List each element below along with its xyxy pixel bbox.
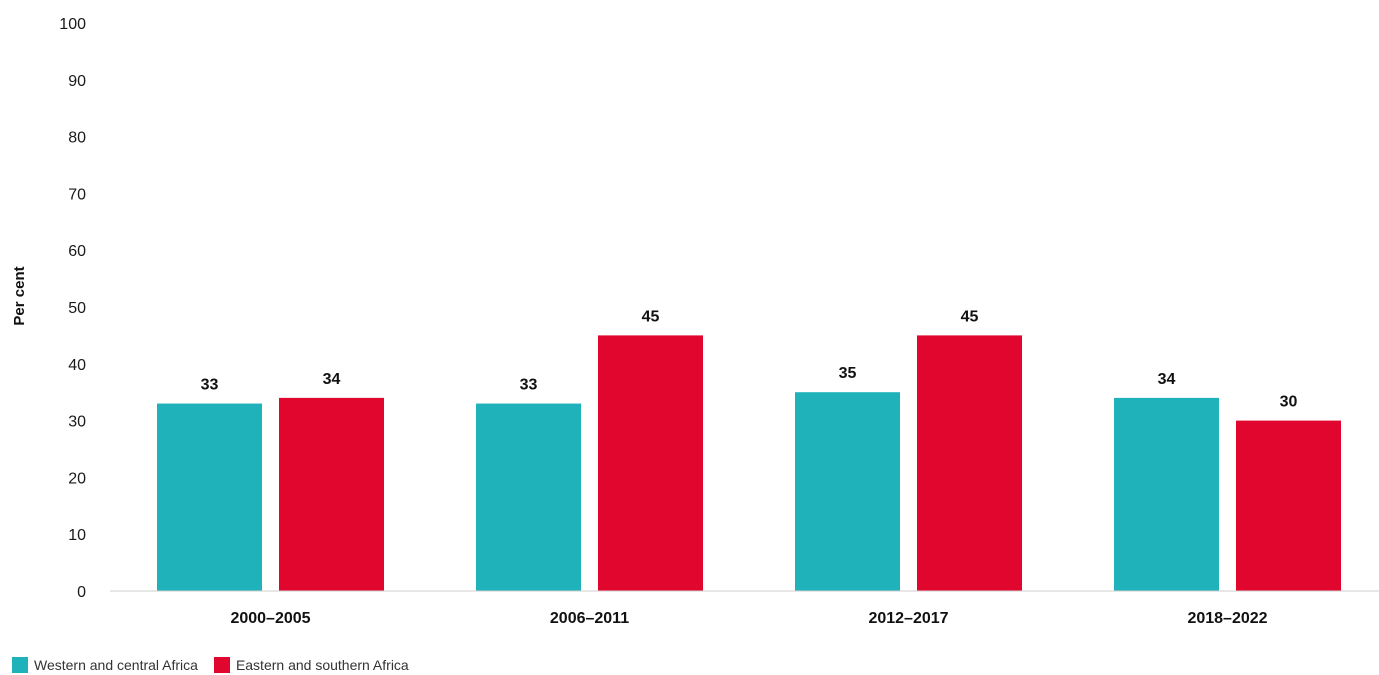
bars xyxy=(157,335,1341,591)
y-tick-label: 80 xyxy=(68,130,86,147)
legend-label-western-central: Western and central Africa xyxy=(34,657,198,673)
data-label: 34 xyxy=(323,371,341,388)
y-tick-label: 20 xyxy=(68,470,86,487)
data-label: 45 xyxy=(642,308,660,325)
x-tick-label: 2000–2005 xyxy=(230,610,310,627)
data-label: 34 xyxy=(1158,371,1176,388)
data-label: 33 xyxy=(520,377,538,394)
bar xyxy=(279,397,384,591)
data-label: 33 xyxy=(201,377,219,394)
data-label: 30 xyxy=(1280,394,1298,411)
legend-item-western-central: Western and central Africa xyxy=(12,657,198,673)
legend-swatch-western-central xyxy=(12,657,28,673)
legend: Western and central Africa Eastern and s… xyxy=(12,657,425,673)
y-tick-label: 40 xyxy=(68,357,86,374)
bar xyxy=(1114,397,1219,591)
bar xyxy=(476,403,581,591)
y-tick-label: 100 xyxy=(59,16,86,33)
y-tick-label: 60 xyxy=(68,243,86,260)
bar-chart: 0 10 20 30 40 50 60 70 80 90 100 Per cent 2000–200… xyxy=(11,16,1379,627)
legend-item-eastern-southern: Eastern and southern Africa xyxy=(213,657,409,673)
data-label: 35 xyxy=(839,365,857,382)
data-label: 45 xyxy=(961,308,979,325)
y-axis-title: Per cent xyxy=(11,266,28,325)
bar xyxy=(917,335,1022,591)
x-tick-label: 2018–2022 xyxy=(1187,610,1267,627)
legend-label-eastern-southern: Eastern and southern Africa xyxy=(235,657,409,673)
y-tick-label: 70 xyxy=(68,186,86,203)
y-tick-label: 90 xyxy=(68,73,86,90)
bar xyxy=(598,335,703,591)
y-tick-label: 0 xyxy=(77,584,86,601)
bar xyxy=(1236,420,1341,591)
x-tick-label: 2012–2017 xyxy=(868,610,948,627)
y-tick-label: 10 xyxy=(68,527,86,544)
legend-swatch-eastern-southern xyxy=(213,657,230,673)
bar xyxy=(157,403,262,591)
data-labels: 33 34 33 45 35 45 34 30 xyxy=(201,308,1298,410)
x-tick-label: 2006–2011 xyxy=(550,610,629,627)
category-labels: 2000–2005 2006–2011 2012–2017 2018–2022 xyxy=(230,610,1267,627)
y-axis-ticks: 0 10 20 30 40 50 60 70 80 90 100 xyxy=(59,16,86,601)
y-tick-label: 30 xyxy=(68,414,86,431)
y-tick-label: 50 xyxy=(68,300,86,317)
bar xyxy=(795,392,900,591)
